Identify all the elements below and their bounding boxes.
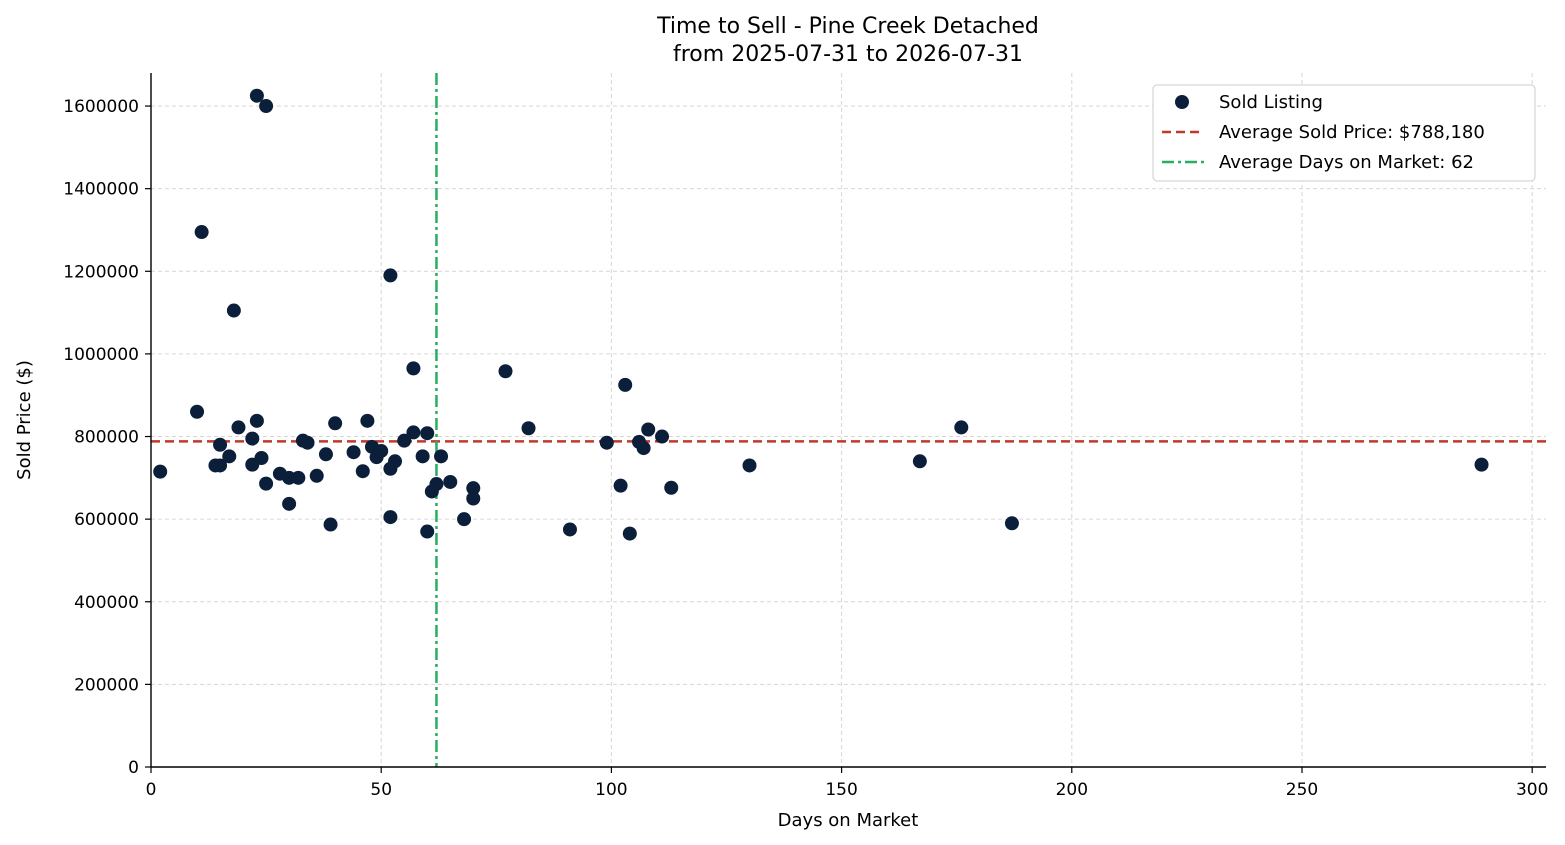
sold-listing-point [245, 431, 260, 446]
legend: Sold Listing Average Sold Price: $788,18… [1152, 84, 1536, 182]
chart-title: Time to Sell - Pine Creek Detached [656, 14, 1039, 39]
x-tick-label: 200 [1056, 780, 1088, 800]
legend-label-average-sold-price: Average Sold Price: $788,180 [1219, 122, 1485, 143]
sold-listing-point [562, 522, 577, 537]
legend-label-sold-listing: Sold Listing [1219, 92, 1323, 113]
sold-listing-point [213, 458, 228, 473]
sold-listing-point [466, 481, 481, 496]
sold-listing-point [429, 477, 444, 492]
reference-lines [151, 73, 1546, 767]
sold-listing-point [282, 496, 297, 511]
sold-listing-point [1004, 516, 1019, 531]
sold-listing-point [613, 478, 628, 493]
sold-listing-point [664, 480, 679, 495]
y-tick-label: 1000000 [63, 345, 139, 365]
legend-frame [1152, 84, 1536, 182]
x-axis-label: Days on Market [778, 810, 919, 831]
chart-subtitle: from 2025-07-31 to 2026-07-31 [673, 42, 1023, 67]
sold-listing-point [231, 420, 246, 435]
y-tick-label: 400000 [74, 593, 139, 613]
sold-listing-point [383, 510, 398, 525]
y-tick-label: 800000 [74, 428, 139, 448]
tick-labels: 0 50 100 150 200 250 300 0 200000 400000 600000 800… [63, 97, 1548, 800]
sold-listing-point [300, 435, 315, 450]
sold-listing-point [318, 447, 333, 462]
sold-listing-point [190, 404, 205, 419]
sold-listing-point [213, 437, 228, 452]
sold-listing-point [466, 491, 481, 506]
sold-listing-point [153, 464, 168, 479]
y-tick-label: 1400000 [63, 180, 139, 200]
x-tick-label: 0 [146, 780, 157, 800]
x-tick-label: 100 [595, 780, 627, 800]
sold-listing-point [599, 435, 614, 450]
data-points [153, 88, 1489, 541]
sold-listing-point [618, 377, 633, 392]
sold-listing-point [259, 476, 274, 491]
sold-listing-point [641, 422, 656, 437]
sold-listing-point [406, 425, 421, 440]
x-tick-label: 50 [370, 780, 392, 800]
sold-listing-point [420, 426, 435, 441]
sold-listing-point [383, 268, 398, 283]
sold-listing-point [388, 454, 403, 469]
sold-listing-point [360, 413, 375, 428]
sold-listing-point [374, 443, 389, 458]
x-tick-label: 250 [1286, 780, 1318, 800]
sold-listing-point [415, 449, 430, 464]
sold-listing-point [328, 416, 343, 431]
y-tick-label: 1600000 [63, 97, 139, 117]
sold-listing-point [443, 474, 458, 489]
sold-listing-point [420, 524, 435, 539]
legend-marker-sold-listing [1175, 95, 1189, 109]
y-tick-label: 1200000 [63, 262, 139, 282]
sold-listing-point [434, 449, 449, 464]
sold-listing-point [222, 449, 237, 464]
sold-listing-point [742, 458, 757, 473]
sold-listing-point [406, 361, 421, 376]
sold-listing-point [355, 464, 370, 479]
sold-listing-point [457, 512, 472, 527]
sold-listing-point [194, 225, 209, 240]
y-axis-label: Sold Price ($) [14, 360, 35, 480]
y-tick-label: 200000 [74, 675, 139, 695]
x-tick-label: 150 [825, 780, 857, 800]
sold-listing-point [249, 413, 264, 428]
sold-listing-point [323, 517, 338, 532]
sold-listing-point [259, 99, 274, 114]
sold-listing-point [655, 429, 670, 444]
sold-listing-point [226, 303, 241, 318]
sold-listing-point [622, 526, 637, 541]
sold-listing-point [521, 421, 536, 436]
sold-listing-point [498, 364, 513, 379]
sold-listing-point [1474, 457, 1489, 472]
sold-listing-point [912, 454, 927, 469]
sold-listing-point [346, 445, 361, 460]
axes [145, 73, 1546, 773]
y-tick-label: 0 [128, 758, 139, 778]
sold-listing-point [249, 88, 264, 103]
sold-listing-point [309, 468, 324, 483]
sold-listing-point [636, 441, 651, 456]
legend-label-average-days: Average Days on Market: 62 [1219, 152, 1474, 173]
sold-listing-point [954, 420, 969, 435]
sold-listing-point [291, 470, 306, 485]
y-tick-label: 600000 [74, 510, 139, 530]
sold-listing-point [254, 451, 269, 466]
x-tick-label: 300 [1516, 780, 1548, 800]
sold-listing-point [397, 433, 412, 448]
